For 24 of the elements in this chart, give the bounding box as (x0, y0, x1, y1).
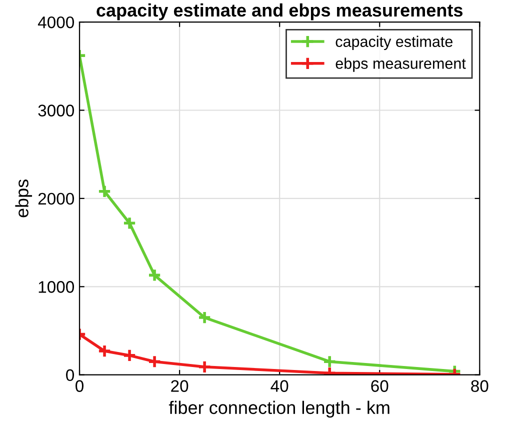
point (98, 184, 112, 198)
point (148, 268, 162, 282)
y-tick-label: 0 (66, 369, 74, 382)
point (198, 310, 212, 324)
point (98, 344, 112, 358)
chart-title: capacity estimate and ebps measurements (96, 3, 463, 20)
y-tick-label: 2000 (38, 192, 74, 205)
x-tick-label: 80 (471, 380, 488, 392)
y-tick-label: 3000 (38, 104, 74, 116)
point (148, 354, 162, 369)
point (122, 348, 136, 362)
x-tick-label: 20 (171, 380, 188, 392)
y-tick-label: 1000 (38, 281, 74, 293)
point (122, 216, 136, 230)
legend-label: capacity estimate (336, 36, 452, 50)
legend-label: ebps measurement (336, 58, 466, 72)
x-axis-title: fiber connection length - km (168, 400, 390, 418)
point (322, 354, 337, 369)
x-tick-label: 60 (371, 380, 388, 392)
x-tick-label: 0 (76, 380, 84, 392)
x-tick-label: 40 (270, 380, 288, 392)
point (198, 360, 212, 374)
y-tick-label: 4000 (38, 16, 74, 28)
y-axis-title: ebps (15, 180, 32, 218)
